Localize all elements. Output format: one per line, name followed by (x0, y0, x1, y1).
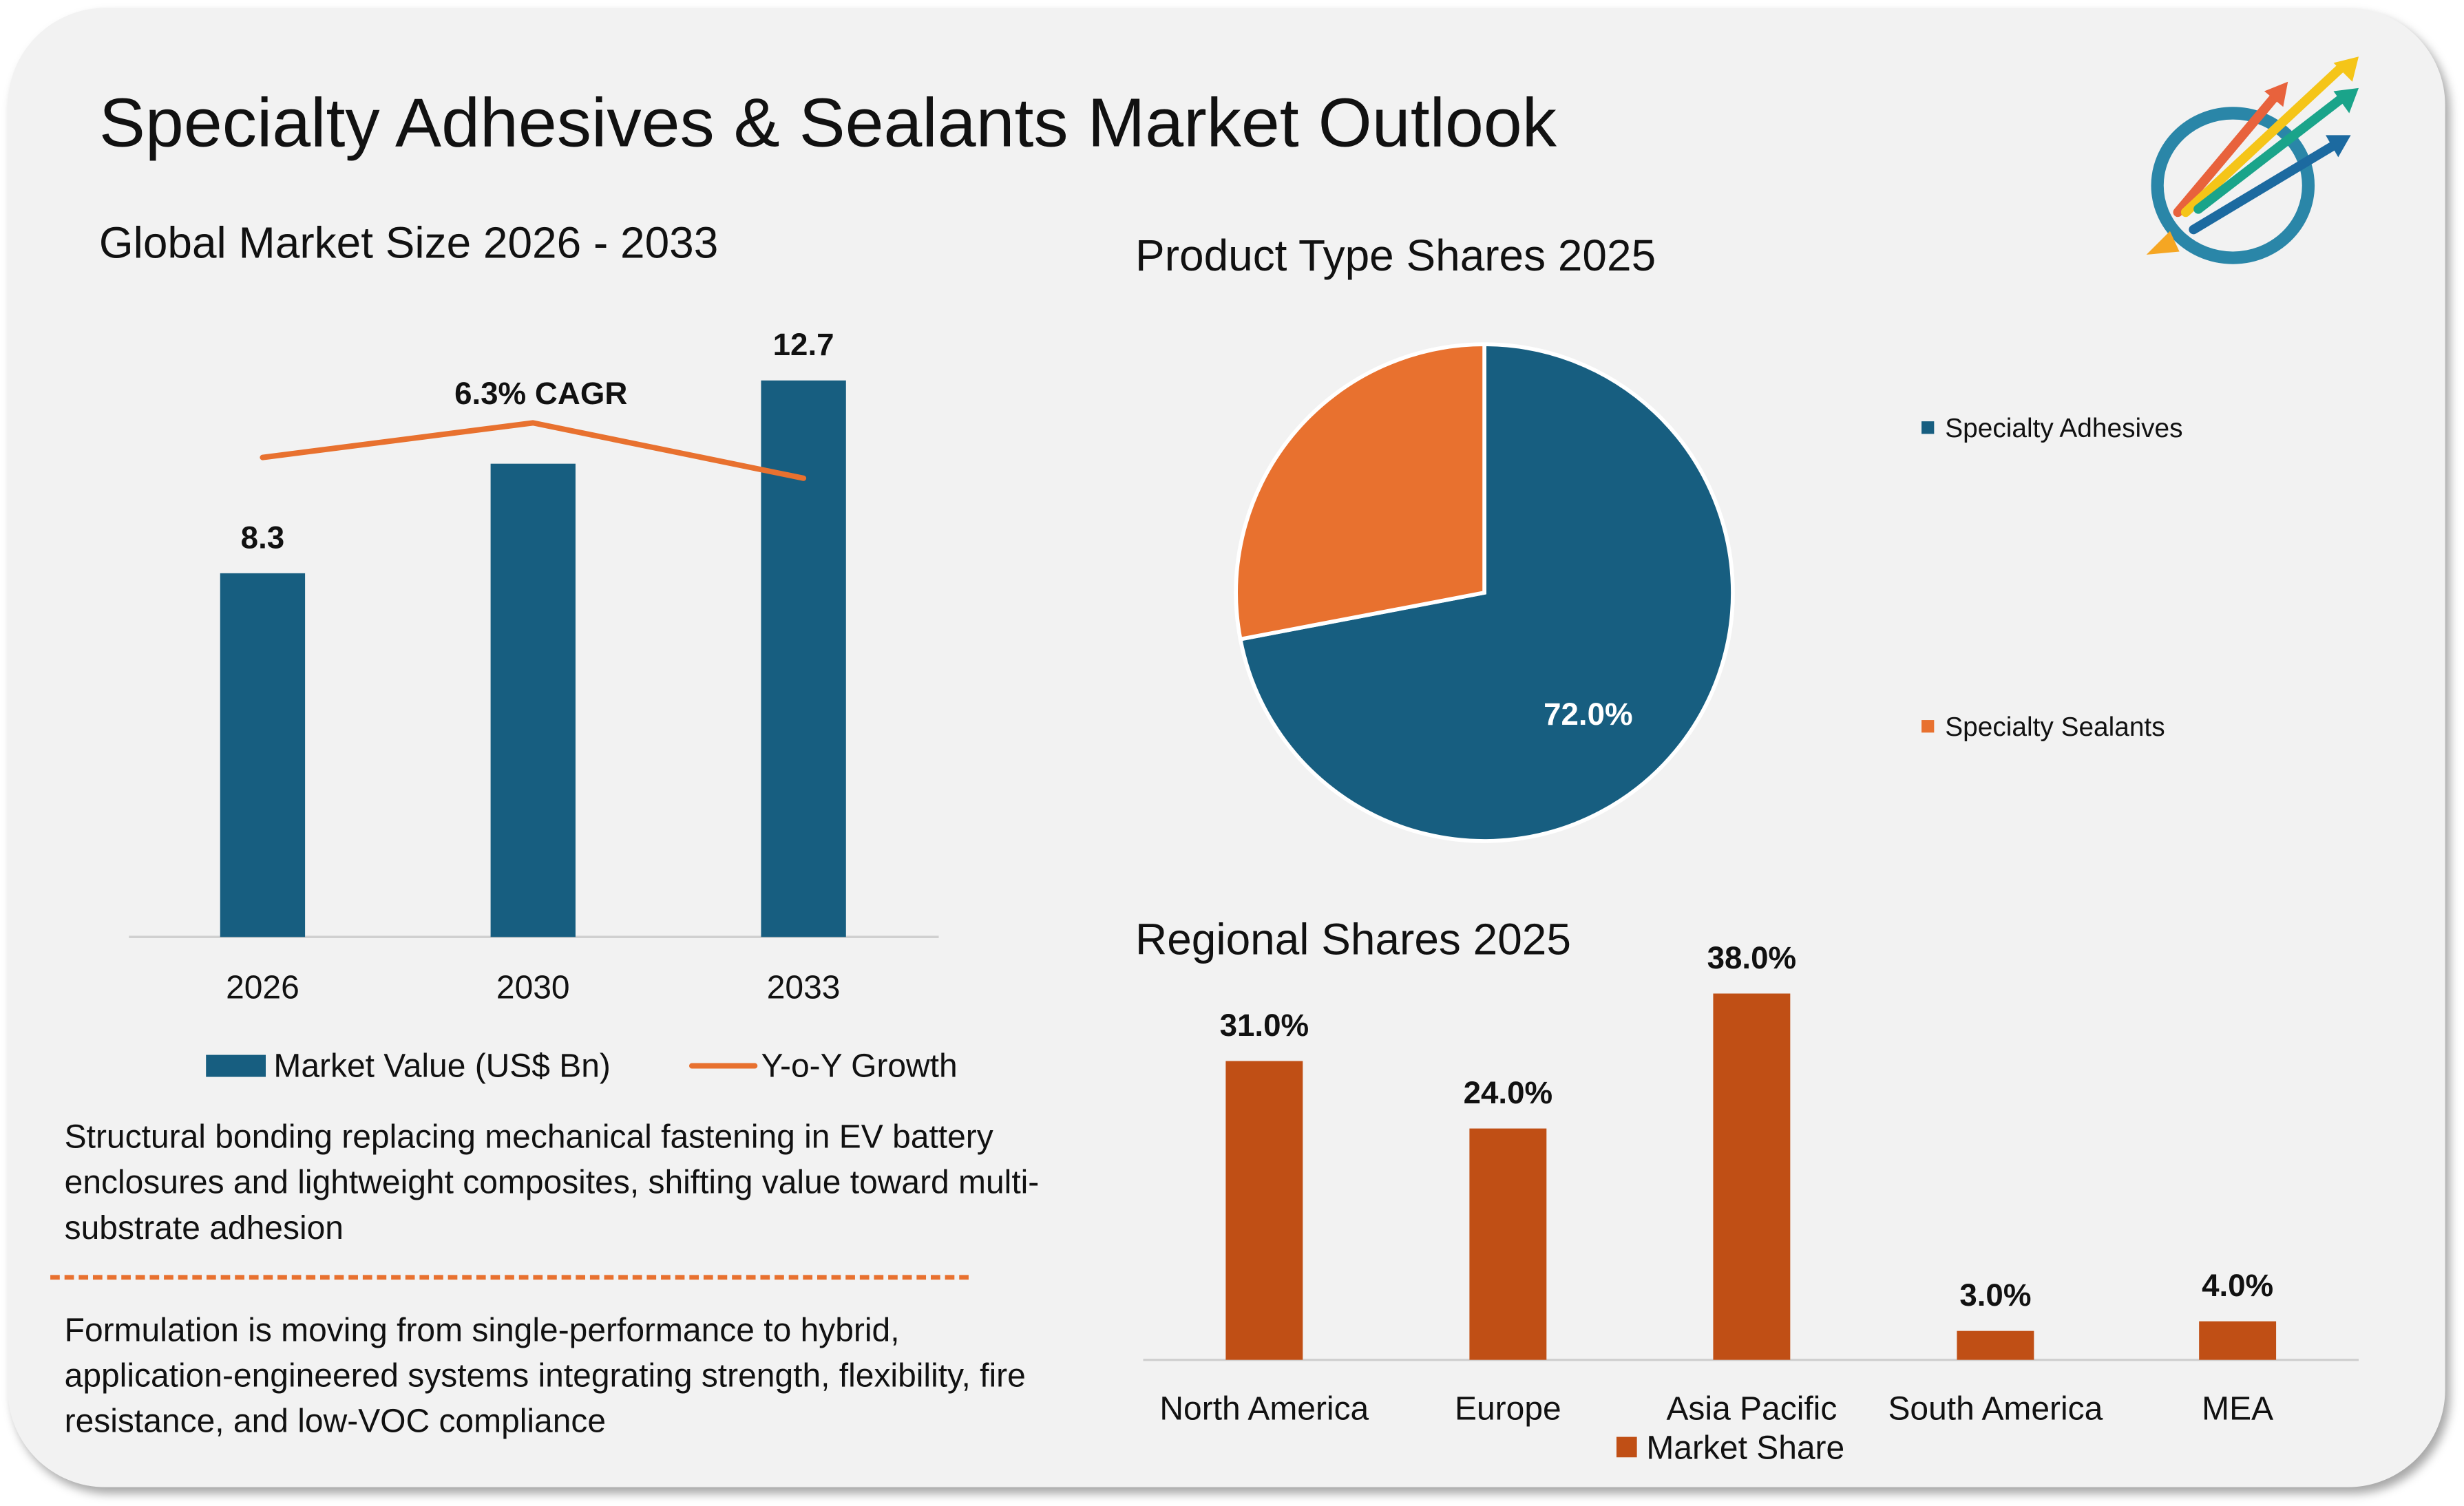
bar-mea (2199, 1321, 2277, 1360)
x-tick-label: North America (1159, 1390, 1369, 1427)
x-tick-label: 2033 (767, 969, 841, 1006)
data-label: 8.3 (241, 520, 285, 555)
x-tick-label: 2026 (226, 969, 299, 1006)
bar-europe (1469, 1128, 1547, 1360)
legend-label-market-share: Market Share (1646, 1430, 1844, 1467)
x-tick-label: MEA (2202, 1390, 2273, 1427)
page-title: Specialty Adhesives & Sealants Market Ou… (98, 85, 1557, 162)
regional-title: Regional Shares 2025 (1135, 915, 1571, 964)
legend-label-market-value: Market Value (US$ Bn) (273, 1048, 610, 1085)
legend-swatch (1921, 720, 1935, 733)
bar-2033 (761, 380, 846, 937)
bar-north-america (1225, 1061, 1303, 1360)
x-tick-label: 2030 (496, 969, 570, 1006)
data-label: 4.0% (2202, 1268, 2273, 1303)
x-tick-label: Europe (1455, 1390, 1561, 1427)
insight-1: Structural bonding replacing mechanical … (64, 1119, 1040, 1247)
divider (50, 1275, 969, 1280)
insight-2: Formulation is moving from single-perfor… (64, 1313, 1026, 1441)
x-tick-label: South America (1888, 1390, 2103, 1427)
legend-label: Specialty Adhesives (1945, 414, 2182, 443)
legend-label: Specialty Sealants (1945, 712, 2165, 742)
data-label: 38.0% (1707, 940, 1797, 975)
legend-swatch (1921, 421, 1935, 434)
legend-swatch-market-share (1616, 1436, 1637, 1458)
data-label: 31.0% (1220, 1008, 1309, 1043)
legend-swatch-market-value (206, 1054, 266, 1077)
legend-label-yoy: Y-o-Y Growth (761, 1048, 957, 1085)
pie-slice-specialty-sealants (1234, 342, 1486, 642)
market-size-title: Global Market Size 2026 - 2033 (98, 218, 719, 268)
cagr-annotation: 6.3% CAGR (454, 376, 627, 411)
yoy-growth-line (260, 420, 807, 481)
x-tick-label: Asia Pacific (1666, 1390, 1837, 1427)
data-label: 3.0% (1959, 1277, 2031, 1313)
bar-2030 (490, 463, 576, 937)
bar-2026 (220, 573, 306, 937)
data-label: 12.7 (773, 327, 834, 362)
pie-data-label: 72.0% (1544, 697, 1633, 732)
bar-south-america (1957, 1330, 2034, 1360)
data-label: 24.0% (1464, 1075, 1553, 1110)
bar-asia-pacific (1713, 993, 1791, 1360)
product-type-title: Product Type Shares 2025 (1135, 231, 1656, 280)
pie-slice-specialty-adhesives (1238, 342, 1735, 843)
